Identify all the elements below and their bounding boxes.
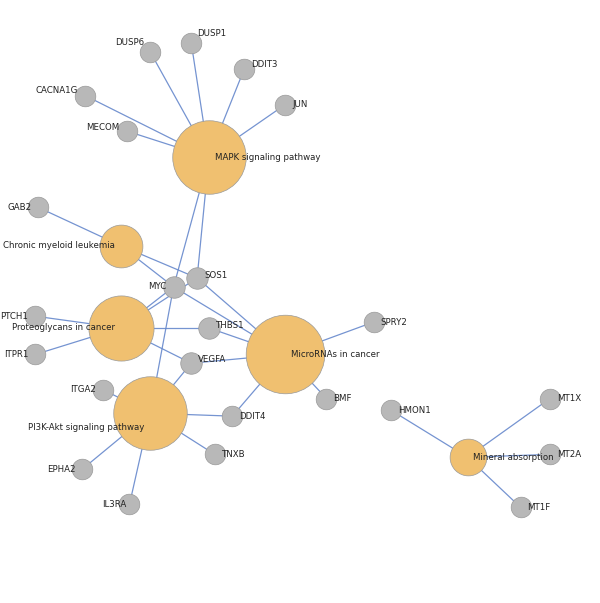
Point: [80, 91, 90, 101]
Text: MT1X: MT1X: [557, 394, 581, 403]
Point: [31, 311, 40, 321]
Point: [34, 203, 43, 212]
Text: DDIT3: DDIT3: [251, 60, 278, 69]
Text: Chronic myeloid leukemia: Chronic myeloid leukemia: [3, 241, 115, 250]
Text: Proteoglycans in cancer: Proteoglycans in cancer: [12, 323, 115, 332]
Text: CACNA1G: CACNA1G: [36, 86, 79, 95]
Point: [169, 282, 178, 292]
Text: MYC: MYC: [148, 282, 167, 291]
Text: ITPR1: ITPR1: [4, 350, 28, 359]
Text: PI3K-Akt signaling pathway: PI3K-Akt signaling pathway: [28, 423, 144, 432]
Point: [210, 450, 220, 459]
Point: [368, 317, 379, 327]
Point: [239, 65, 249, 74]
Point: [545, 394, 554, 403]
Point: [281, 350, 290, 359]
Point: [463, 452, 472, 462]
Text: VEGFA: VEGFA: [198, 355, 227, 364]
Point: [545, 450, 554, 459]
Text: Mineral absorption: Mineral absorption: [473, 453, 554, 462]
Point: [116, 323, 125, 333]
Text: PTCH1: PTCH1: [1, 312, 28, 321]
Text: IL3RA: IL3RA: [102, 500, 127, 509]
Point: [204, 323, 214, 333]
Point: [122, 126, 131, 136]
Text: MAPK signaling pathway: MAPK signaling pathway: [215, 153, 320, 162]
Point: [227, 411, 237, 421]
Point: [31, 350, 40, 359]
Text: SPRY2: SPRY2: [380, 318, 407, 327]
Text: MT2A: MT2A: [557, 450, 581, 459]
Point: [281, 99, 290, 109]
Text: ITGA2: ITGA2: [70, 385, 96, 394]
Point: [192, 273, 202, 283]
Point: [516, 502, 526, 512]
Text: EPHA2: EPHA2: [47, 464, 76, 473]
Point: [145, 408, 155, 418]
Point: [125, 499, 134, 509]
Text: JUN: JUN: [292, 100, 308, 109]
Point: [322, 394, 331, 403]
Text: SOS1: SOS1: [204, 271, 227, 280]
Text: MicroRNAs in cancer: MicroRNAs in cancer: [291, 350, 380, 359]
Point: [386, 405, 396, 415]
Text: DUSP1: DUSP1: [197, 30, 226, 39]
Text: BMF: BMF: [334, 394, 352, 403]
Text: MECOM: MECOM: [86, 123, 119, 132]
Point: [98, 385, 108, 394]
Point: [145, 47, 155, 57]
Point: [204, 153, 214, 162]
Point: [187, 38, 196, 48]
Point: [116, 241, 125, 250]
Text: DUSP6: DUSP6: [115, 38, 144, 47]
Point: [187, 358, 196, 368]
Text: THBS1: THBS1: [216, 321, 245, 329]
Text: TNXB: TNXB: [222, 450, 245, 459]
Text: HMON1: HMON1: [398, 406, 431, 415]
Point: [77, 464, 87, 474]
Text: MT1F: MT1F: [527, 503, 551, 512]
Text: GAB2: GAB2: [7, 203, 31, 212]
Text: DDIT4: DDIT4: [239, 412, 266, 421]
